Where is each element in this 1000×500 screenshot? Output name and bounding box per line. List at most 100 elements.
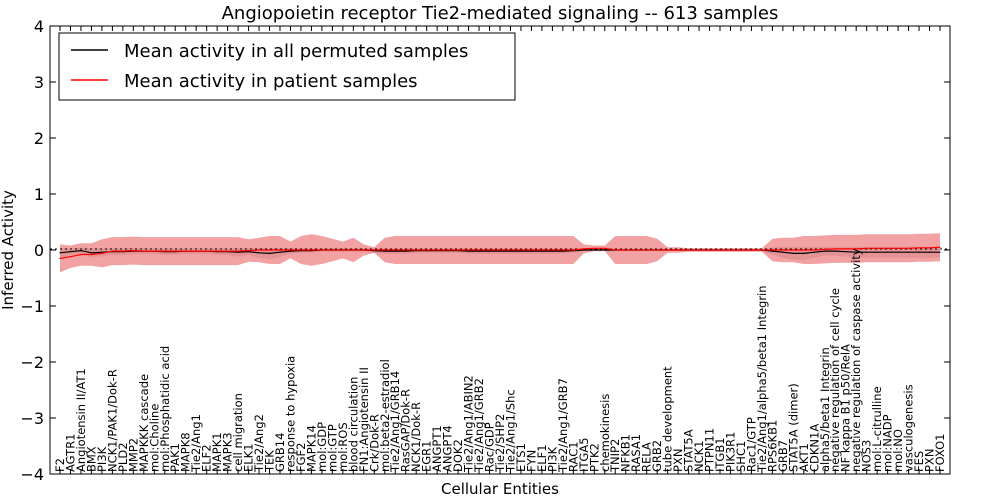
x-tick-label: ITGA5 — [577, 437, 591, 472]
data-point-permuted — [530, 250, 533, 252]
x-tick-label: FES — [912, 451, 926, 472]
data-point-patient — [90, 253, 92, 256]
data-point-patient — [593, 247, 595, 249]
data-point-patient — [174, 250, 176, 252]
x-tick-label: PAK1 — [168, 443, 182, 472]
x-tick-label: negative regulation of caspase activity — [849, 248, 863, 472]
data-point-patient — [866, 247, 868, 249]
data-point-patient — [572, 249, 574, 251]
x-tick-label: ELF1 — [535, 444, 549, 472]
data-point-patient — [447, 249, 449, 251]
data-point-permuted — [604, 249, 606, 251]
legend: Mean activity in all permuted samples Me… — [58, 32, 516, 101]
data-point-patient — [111, 250, 113, 252]
data-point-patient — [394, 249, 396, 251]
data-point-patient — [803, 249, 805, 251]
data-point-patient — [939, 246, 941, 248]
data-point-permuted — [541, 250, 543, 252]
x-tick-label: ELK1 — [242, 443, 256, 472]
x-tick-label: CDKN1A — [807, 424, 821, 472]
x-tick-label: AGTR1 — [64, 434, 78, 473]
x-tick-label: BMX — [84, 446, 98, 472]
data-point-patient — [792, 249, 794, 251]
data-point-patient — [635, 249, 637, 251]
data-point-patient — [845, 248, 847, 250]
x-tick-label: Tie2/Ang1/ABIN2 — [462, 375, 476, 473]
x-tick-label: chemokinesis — [598, 394, 612, 472]
data-point-patient — [499, 249, 501, 251]
x-axis-label: Cellular Entities — [441, 480, 559, 498]
x-tick-label: STAT5A — [682, 429, 696, 472]
data-point-patient — [897, 247, 899, 249]
x-tick-label: alpha5/beta1 Integrin — [818, 347, 832, 472]
data-point-permuted — [897, 251, 899, 253]
x-tick-label: Tie2/Ang2 — [252, 414, 266, 473]
x-tick-label: Tie2/Ang1/GRB7 — [556, 378, 570, 473]
x-tick-label: blood circulation — [346, 377, 360, 472]
x-tick-label: cell migration — [231, 393, 245, 472]
data-point-patient — [771, 249, 774, 251]
data-point-patient — [656, 249, 658, 251]
data-point-permuted — [887, 251, 889, 253]
data-point-patient — [625, 249, 627, 251]
data-point-permuted — [520, 250, 522, 252]
chart-title: Angiopoietin receptor Tie2-mediated sign… — [222, 3, 779, 24]
data-point-patient — [185, 250, 187, 252]
data-point-permuted — [593, 249, 595, 251]
x-tick-label: TNIP2 — [608, 439, 622, 473]
x-tick-label: mol:GTP — [325, 424, 339, 472]
data-point-patient — [750, 249, 753, 251]
x-tick-label: MAPK3 — [221, 432, 235, 472]
data-point-patient — [509, 249, 512, 251]
data-point-patient — [928, 247, 931, 249]
x-tick-label: GRB2 — [650, 440, 664, 472]
x-tick-label: ELF2 — [200, 444, 214, 472]
data-point-patient — [646, 249, 648, 251]
data-point-patient — [541, 249, 543, 251]
data-point-patient — [227, 250, 229, 252]
x-tick-label: Tie2/Ang1/alpha5/beta1 Integrin — [755, 285, 769, 473]
data-point-permuted — [405, 250, 407, 252]
data-point-patient — [719, 249, 721, 251]
data-point-patient — [321, 249, 323, 251]
x-tick-label: TEK — [263, 450, 277, 473]
x-tick-label: RELA — [640, 442, 654, 472]
x-tick-label: RAC1 — [566, 441, 580, 472]
data-point-permuted — [268, 252, 271, 254]
data-point-patient — [688, 249, 690, 251]
data-point-permuted — [478, 250, 480, 252]
data-point-patient — [363, 249, 365, 251]
x-tick-label: Tie2/SHP2 — [493, 414, 507, 473]
x-tick-label: FN1:Angiotensin II — [357, 367, 371, 472]
data-point-patient — [468, 249, 470, 251]
y-tick-label: 0 — [34, 241, 44, 260]
data-point-permuted — [824, 250, 826, 252]
data-point-patient — [708, 249, 711, 251]
data-point-patient — [405, 249, 407, 251]
data-point-patient — [887, 247, 889, 249]
data-point-permuted — [866, 251, 868, 253]
y-axis: −4 −3 −2 −1 0 1 2 3 4 — [20, 17, 950, 484]
x-tick-label: AKT1 — [797, 443, 811, 472]
data-point-permuted — [551, 250, 554, 252]
x-tick-label: mol:ROS — [336, 422, 350, 472]
x-tick-label: PIK3R1 — [724, 432, 738, 473]
data-point-permuted — [845, 251, 847, 253]
data-point-permuted — [384, 250, 386, 252]
data-point-permuted — [258, 252, 260, 254]
y-tick-label: −1 — [20, 297, 44, 316]
x-tick-label: mol:L-citrulline — [870, 386, 884, 472]
data-point-patient — [132, 250, 134, 252]
data-point-permuted — [813, 251, 815, 253]
x-tick-label: mol:Choline — [147, 404, 161, 472]
data-point-patient — [279, 249, 281, 251]
y-axis-label: Inferred Activity — [0, 190, 17, 310]
x-tick-label: MAPKKK cascade — [137, 374, 151, 472]
data-point-permuted — [876, 251, 878, 253]
data-point-patient — [258, 249, 260, 251]
x-tick-label: FOXO1 — [933, 434, 947, 472]
data-point-patient — [729, 249, 732, 251]
x-tick-label: RPS6KB1 — [765, 420, 779, 472]
x-tick-label: ANGPT4 — [441, 425, 455, 472]
